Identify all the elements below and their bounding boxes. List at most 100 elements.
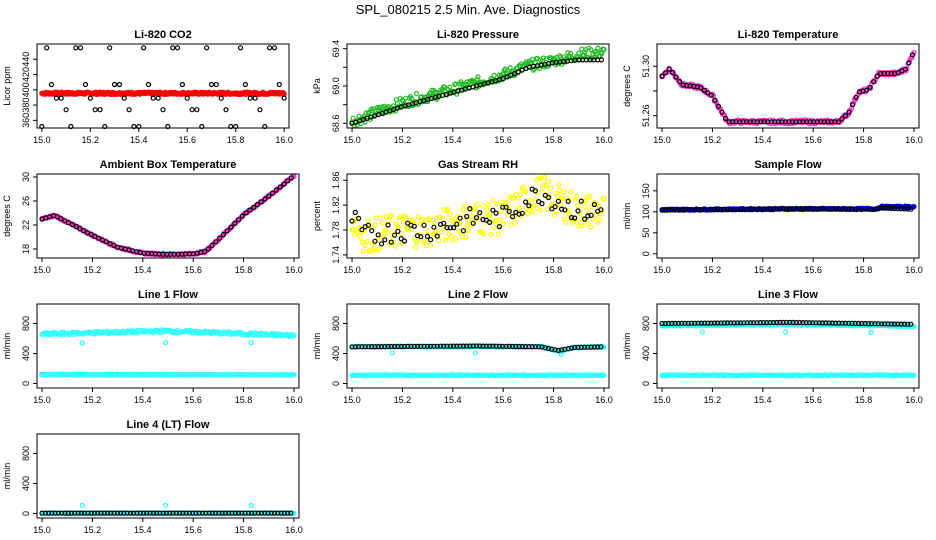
data-point — [352, 344, 358, 350]
data-point — [378, 241, 385, 247]
data-point — [591, 344, 598, 350]
data-point — [382, 237, 388, 243]
data-point — [204, 45, 210, 51]
data-point — [447, 84, 453, 90]
data-point — [878, 205, 885, 211]
data-point — [170, 45, 176, 51]
data-point — [389, 350, 395, 356]
data-point — [444, 225, 450, 231]
data-point — [849, 320, 855, 326]
data-point — [277, 184, 283, 190]
data-point — [77, 226, 83, 232]
data-point — [816, 320, 822, 326]
data-point — [395, 343, 401, 350]
data-point — [708, 92, 715, 98]
data-point — [839, 206, 845, 212]
data-point — [859, 320, 865, 327]
data-point — [424, 343, 430, 349]
data-point — [539, 201, 545, 207]
data-point — [585, 344, 591, 350]
data-point — [162, 340, 169, 346]
data-point — [803, 206, 809, 212]
figure-title: SPL_080215 2.5 Min. Ave. Diagnostics — [356, 2, 581, 17]
data-point — [291, 332, 297, 338]
data-point — [440, 215, 446, 221]
plot-frame — [656, 173, 920, 259]
data-point — [266, 193, 272, 199]
data-point — [578, 198, 584, 204]
chart-title: Line 2 Flow — [448, 289, 508, 301]
data-point — [437, 343, 444, 349]
data-point — [401, 343, 407, 349]
data-point — [529, 209, 536, 215]
x-tick-label: 15.4 — [444, 395, 462, 405]
data-point — [124, 510, 130, 516]
data-point — [503, 199, 509, 205]
data-point — [425, 228, 431, 234]
data-point — [217, 235, 223, 241]
data-point — [699, 329, 705, 335]
data-point — [201, 249, 208, 255]
data-point — [285, 510, 291, 516]
data-point — [247, 95, 253, 101]
data-point — [741, 206, 747, 212]
data-point — [905, 206, 911, 212]
x-tick-label: 15.2 — [704, 395, 722, 405]
data-point — [382, 344, 388, 350]
data-point — [58, 95, 64, 101]
data-point — [377, 215, 383, 221]
data-point — [78, 510, 84, 516]
data-point — [751, 206, 757, 212]
data-point — [237, 45, 244, 51]
data-point — [783, 206, 790, 212]
data-point — [777, 206, 783, 212]
data-point — [522, 344, 529, 350]
data-point — [601, 196, 607, 202]
data-point — [898, 206, 904, 212]
data-point — [692, 207, 698, 213]
data-point — [366, 248, 372, 254]
data-point — [288, 510, 294, 516]
data-point — [532, 344, 539, 350]
x-tick-label: 15.4 — [754, 395, 772, 405]
data-point — [121, 510, 127, 516]
data-point — [701, 87, 708, 93]
data-point — [688, 207, 695, 213]
x-tick-label: 15.8 — [545, 135, 563, 145]
data-point — [111, 81, 118, 88]
y-tick-label: 360 — [21, 113, 31, 128]
data-point — [359, 239, 365, 245]
data-point — [842, 320, 849, 326]
data-point — [480, 216, 486, 223]
chart-title: Li-820 Pressure — [437, 29, 519, 41]
y-tick-label: 0 — [641, 251, 651, 256]
data-point — [601, 46, 607, 53]
x-tick-label: 16.0 — [275, 135, 293, 145]
data-point — [116, 81, 123, 88]
data-point — [444, 343, 450, 349]
data-point — [59, 510, 65, 516]
data-point — [247, 207, 253, 213]
data-point — [911, 204, 917, 210]
data-point — [522, 188, 529, 195]
data-point — [385, 343, 391, 350]
data-point — [379, 220, 385, 226]
x-tick-label: 15.4 — [754, 265, 772, 275]
data-point — [469, 213, 475, 219]
data-point — [232, 220, 238, 226]
data-point — [162, 502, 169, 508]
x-tick-label: 15.8 — [545, 395, 563, 405]
data-point — [445, 206, 451, 213]
y-tick-label: 0 — [21, 511, 31, 516]
data-point — [540, 55, 547, 61]
data-point — [219, 510, 225, 516]
data-point — [718, 320, 724, 326]
data-point — [497, 216, 503, 223]
data-point — [218, 95, 224, 101]
y-tick-label: 1.82 — [331, 196, 341, 214]
y-tick-label: 1.78 — [331, 221, 341, 239]
data-point — [418, 343, 424, 349]
chart-title: Ambient Box Temperature — [100, 159, 237, 171]
data-point — [544, 206, 551, 212]
data-point — [49, 510, 55, 516]
